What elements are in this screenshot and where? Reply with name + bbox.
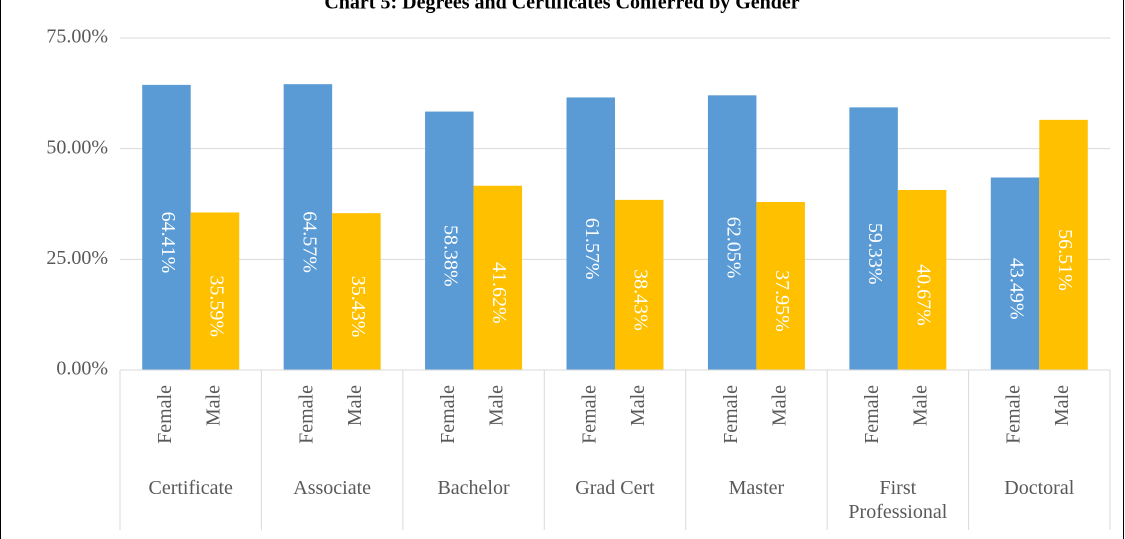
series-label: Male: [1051, 385, 1073, 426]
data-label: 64.57%: [298, 211, 320, 273]
data-label: 56.51%: [1054, 229, 1076, 291]
data-label: 37.95%: [771, 270, 793, 332]
bar: [1039, 119, 1088, 371]
bar: [756, 202, 805, 370]
data-label: 59.33%: [864, 223, 886, 285]
series-label: Male: [627, 385, 649, 426]
data-label: 35.43%: [347, 276, 369, 338]
bar: [142, 84, 191, 370]
series-label: Female: [861, 385, 883, 444]
bar: [615, 199, 664, 370]
x-tick-label: Bachelor: [437, 477, 510, 499]
data-label: 41.62%: [488, 262, 510, 324]
bar: [473, 185, 523, 370]
series-label: Male: [344, 385, 366, 426]
data-label: 35.59%: [205, 275, 227, 337]
series-label: Male: [203, 385, 225, 426]
data-label: 61.57%: [581, 218, 603, 280]
y-tick-label: 0.00%: [56, 358, 108, 380]
y-tick-label: 50.00%: [46, 136, 108, 158]
bar: [332, 213, 381, 370]
data-label: 40.67%: [913, 264, 935, 326]
y-tick-label: 25.00%: [46, 247, 108, 269]
y-tick-label: 75.00%: [46, 26, 108, 48]
x-tick-label: Doctoral: [1004, 477, 1075, 499]
x-tick-label: Associate: [293, 477, 372, 499]
x-tick-label: Grad Cert: [575, 477, 655, 499]
series-label: Female: [720, 385, 742, 444]
bar: [990, 177, 1040, 370]
data-label: 43.49%: [1005, 258, 1027, 320]
bar: [849, 107, 898, 370]
series-label: Female: [1003, 385, 1025, 444]
x-tick-label: Certificate: [148, 477, 233, 499]
bar: [897, 189, 947, 370]
bar: [707, 95, 757, 371]
bar: [283, 84, 333, 370]
series-label: Male: [768, 385, 790, 426]
x-tick-label: Master: [728, 477, 785, 499]
series-label: Female: [437, 385, 459, 444]
x-tick-label: First Professional: [848, 477, 948, 523]
series-label: Female: [295, 385, 317, 444]
series-label: Female: [154, 385, 176, 444]
data-label: 38.43%: [630, 269, 652, 331]
data-label: 64.41%: [157, 212, 179, 274]
bar: [190, 212, 240, 370]
series-label: Female: [578, 385, 600, 444]
bar: [425, 111, 474, 370]
data-label: 58.38%: [440, 225, 462, 287]
bar: [566, 97, 615, 370]
series-label: Male: [485, 385, 507, 426]
series-label: Male: [910, 385, 932, 426]
chart-title: Chart 5: Degrees and Certificates Confer…: [324, 0, 799, 14]
data-label: 62.05%: [723, 217, 745, 279]
